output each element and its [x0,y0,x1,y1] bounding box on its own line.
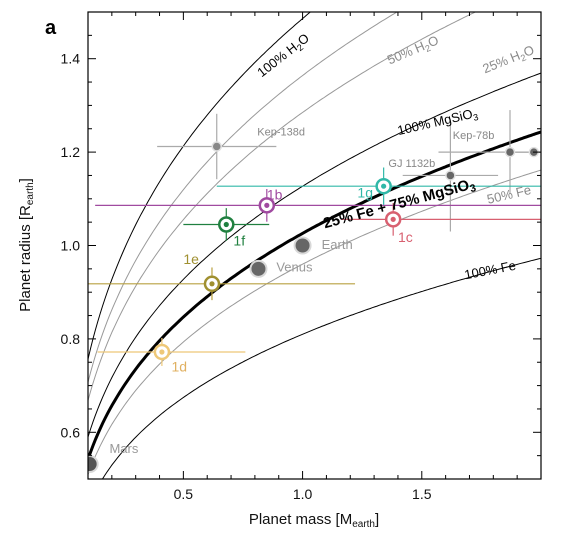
curve-100-h2o [88,12,312,362]
x-tick-label: 1.0 [293,486,313,502]
curve-50-fe [88,169,541,477]
point-core-1e [209,281,215,287]
label-1g: 1g [357,184,373,200]
y-axis-title: Planet radius [Rearth] [17,178,36,312]
point-core-1f [223,221,229,228]
point-core-1b [264,202,270,208]
point-kep-78b [504,146,516,158]
y-tick-label: 0.6 [61,424,81,440]
label-1d: 1d [171,359,187,375]
label-1e: 1e [183,251,199,267]
point-venus [249,259,268,278]
plot-frame [87,11,542,480]
label-mars: Mars [109,441,138,456]
label-earth: Earth [322,237,353,252]
planet-points [88,141,540,474]
curve-100-mgsio3 [88,72,541,439]
point-kep-138d [211,141,222,152]
label-1b: 1b [267,187,283,203]
curve-label-100-fe: 100% Fe [463,258,517,283]
planet-labels: Kep-138d GJ 1132b Kep-78b 1b 1c 1d 1e 1f 1g Earth… [109,126,494,456]
label-1f: 1f [233,233,245,249]
axis-ticks: 0.5 1.0 1.5 0.6 0.8 1.0 1.2 1.4 [61,11,542,502]
label-1c: 1c [398,229,413,245]
point-mars [88,455,99,474]
label-kep-78b: Kep-78b [453,130,495,142]
point-core-1g [381,183,387,189]
curve-25-h2o [88,12,477,403]
y-tick-label: 1.2 [61,144,81,160]
curve-25-fe-75-mgsio3 [88,130,541,465]
y-tick-label: 1.4 [61,51,81,67]
curve-50-h2o [88,12,398,385]
label-kep-138d: Kep-138d [257,126,305,138]
curve-label-50-h2o: 50% H2O [385,32,442,69]
y-tick-label: 0.8 [61,331,81,347]
y-tick-label: 1.0 [61,238,81,254]
point-earth [293,236,312,255]
label-gj-1132b: GJ 1132b [388,158,435,170]
point-gj-1132b [445,170,456,181]
panel-label: a [45,17,57,39]
composition-curves [88,12,541,479]
x-tick-label: 0.5 [174,486,194,502]
x-axis-title: Planet mass [Mearth] [249,511,379,530]
point-core-1d [159,349,165,355]
x-tick-label: 1.5 [412,486,432,502]
curve-label-25-h2o: 25% H2O [480,42,537,78]
label-venus: Venus [276,260,313,275]
point-core-1c [390,216,396,222]
curve-100-fe [101,257,541,479]
